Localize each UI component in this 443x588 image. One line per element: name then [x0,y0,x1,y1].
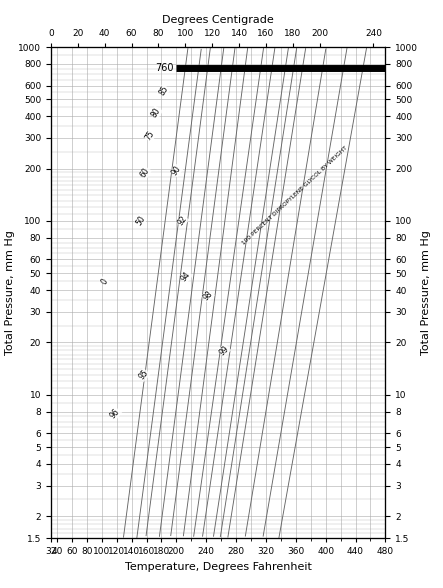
Text: 95: 95 [137,368,150,382]
Text: 99: 99 [218,344,231,357]
X-axis label: Temperature, Degrees Fahrenheit: Temperature, Degrees Fahrenheit [125,562,311,572]
X-axis label: Degrees Centigrade: Degrees Centigrade [162,15,274,25]
Text: 100 PERCENT DIPROPYLENE GLYCOL BY WEIGHT: 100 PERCENT DIPROPYLENE GLYCOL BY WEIGHT [241,145,348,246]
Text: 94: 94 [179,270,193,283]
Y-axis label: Total Pressure, mm Hg: Total Pressure, mm Hg [5,230,16,355]
Text: 92: 92 [176,215,189,228]
Text: 60: 60 [139,166,152,179]
Text: 96: 96 [109,407,122,420]
Text: 85: 85 [157,84,170,97]
Y-axis label: Total Pressure, mm Hg: Total Pressure, mm Hg [421,230,431,355]
Text: 50: 50 [134,215,147,228]
Text: 75: 75 [144,129,157,142]
Text: 0: 0 [100,277,110,286]
Text: 80: 80 [150,106,163,119]
Text: 98: 98 [201,289,214,303]
Text: 760: 760 [155,63,174,73]
Text: 90: 90 [170,164,183,177]
